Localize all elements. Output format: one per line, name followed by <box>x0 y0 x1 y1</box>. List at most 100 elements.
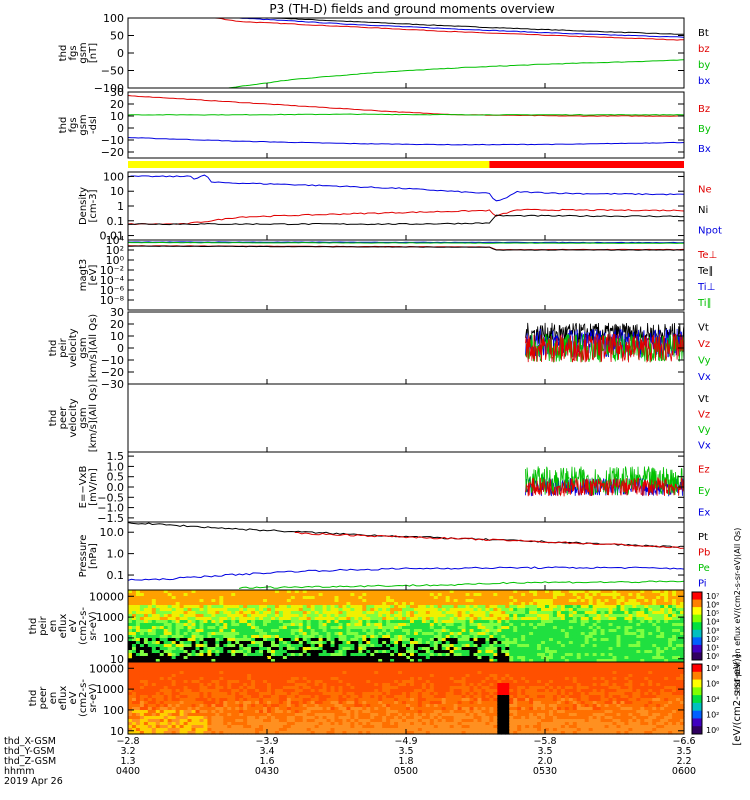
heatmap-cell <box>473 611 479 615</box>
heatmap-cell <box>231 644 236 648</box>
heatmap-cell <box>676 614 681 618</box>
heatmap-cell <box>270 710 276 714</box>
heatmap-cell <box>457 617 463 621</box>
heatmap-cell <box>374 653 379 657</box>
heatmap-cell <box>342 671 348 675</box>
heatmap-cell <box>235 659 240 663</box>
heatmap-cell <box>306 695 312 699</box>
heatmap-cell <box>219 650 224 654</box>
heatmap-cell <box>612 638 618 642</box>
heatmap-cell <box>409 632 415 636</box>
heatmap-cell <box>282 710 288 714</box>
heatmap-cell <box>131 662 137 666</box>
heatmap-cell <box>302 710 308 714</box>
heatmap-cell <box>270 641 276 645</box>
heatmap-cell <box>489 623 494 627</box>
heatmap-cell <box>628 605 633 609</box>
heatmap-cell <box>493 635 498 639</box>
heatmap-cell <box>402 647 407 651</box>
heatmap-cell <box>167 629 173 633</box>
heatmap-cell <box>259 650 264 654</box>
heatmap-cell <box>501 608 506 612</box>
heatmap-cell <box>155 602 161 606</box>
heatmap-cell <box>270 707 276 711</box>
heatmap-cell <box>652 635 657 639</box>
heatmap-cell <box>231 611 236 615</box>
heatmap-cell <box>437 596 443 600</box>
heatmap-cell <box>624 656 629 660</box>
heatmap-cell <box>207 665 212 669</box>
heatmap-cell <box>195 614 201 618</box>
heatmap-cell <box>402 608 407 612</box>
heatmap-cell <box>481 602 487 606</box>
heatmap-cell <box>139 725 145 729</box>
heatmap-cell <box>131 665 137 669</box>
heatmap-cell <box>564 614 570 618</box>
heatmap-cell <box>608 635 614 639</box>
heatmap-cell <box>394 635 399 639</box>
heatmap-cell <box>338 611 344 615</box>
heatmap-cell <box>267 698 272 702</box>
heatmap-cell <box>338 656 344 660</box>
heatmap-cell <box>128 662 133 666</box>
heatmap-cell <box>302 596 308 600</box>
heatmap-cell <box>449 599 455 603</box>
heatmap-cell <box>676 638 681 642</box>
heatmap-cell <box>135 659 141 663</box>
heatmap-cell <box>175 707 181 711</box>
heatmap-cell <box>243 635 248 639</box>
heatmap-cell <box>135 677 141 681</box>
heatmap-cell <box>219 629 224 633</box>
heatmap-cell <box>525 626 530 630</box>
heatmap-cell <box>354 590 359 594</box>
heatmap-cell <box>223 668 228 672</box>
heatmap-cell <box>235 683 240 687</box>
heatmap-cell <box>656 638 661 642</box>
heatmap-cell <box>231 686 236 690</box>
heatmap-cell <box>489 605 494 609</box>
heatmap-cell <box>525 659 530 663</box>
heatmap-cell <box>259 680 264 684</box>
heatmap-cell <box>402 656 407 660</box>
heatmap-cell <box>263 719 268 723</box>
legend-entry: Vt <box>698 394 709 405</box>
heatmap-cell <box>382 617 387 621</box>
heatmap-cell <box>592 641 598 645</box>
heatmap-cell <box>608 605 614 609</box>
heatmap-cell <box>322 689 328 693</box>
heatmap-cell <box>592 623 598 627</box>
heatmap-cell <box>259 644 264 648</box>
heatmap-cell <box>632 623 637 627</box>
heatmap-cell <box>235 722 240 726</box>
y-tick-label: −0.5 <box>97 491 124 504</box>
heatmap-cell <box>290 626 296 630</box>
heatmap-cell <box>552 620 558 624</box>
heatmap-cell <box>163 659 169 663</box>
heatmap-cell <box>290 641 296 645</box>
heatmap-cell <box>270 590 276 594</box>
heatmap-cell <box>624 641 629 645</box>
heatmap-cell <box>445 647 451 651</box>
heatmap-cell <box>672 653 677 657</box>
heatmap-cell <box>330 599 336 603</box>
heatmap-cell <box>608 596 614 600</box>
heatmap-cell <box>155 716 161 720</box>
heatmap-cell <box>294 683 300 687</box>
heatmap-cell <box>616 608 622 612</box>
heatmap-cell <box>409 629 415 633</box>
heatmap-cell <box>235 692 240 696</box>
heatmap-cell <box>219 656 224 660</box>
heatmap-cell <box>636 614 641 618</box>
heatmap-cell <box>306 593 312 597</box>
heatmap-cell <box>267 671 272 675</box>
heatmap-cell <box>290 614 296 618</box>
heatmap-cell <box>660 656 665 660</box>
heatmap-cell <box>255 638 260 642</box>
heatmap-cell <box>457 629 463 633</box>
heatmap-cell <box>382 641 387 645</box>
heatmap-cell <box>274 623 280 627</box>
heatmap-cell <box>632 656 637 660</box>
heatmap-cell <box>354 671 359 675</box>
heatmap-cell <box>513 629 518 633</box>
heatmap-cell <box>211 605 216 609</box>
